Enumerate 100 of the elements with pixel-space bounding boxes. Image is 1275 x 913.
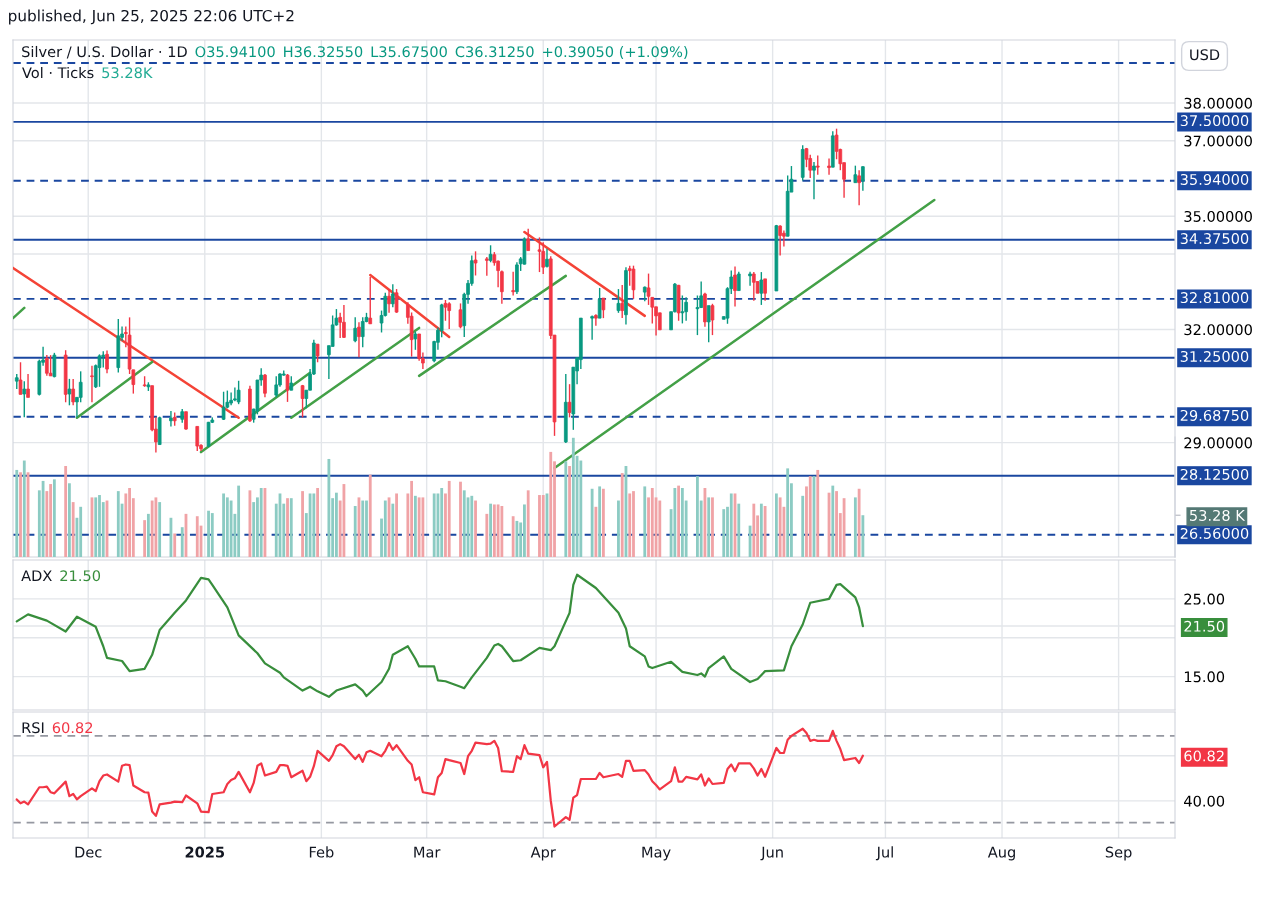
bar: [801, 495, 805, 557]
bar: [474, 500, 477, 557]
bar: [707, 497, 711, 557]
bar: [658, 500, 662, 557]
bar: [158, 502, 162, 557]
y-tick-label: 40.00: [1184, 795, 1225, 807]
candlestick: [443, 299, 448, 322]
bar: [696, 476, 699, 557]
bar: [564, 461, 568, 557]
bar: [729, 493, 733, 557]
candlestick: [736, 271, 741, 292]
candlestick: [52, 352, 57, 379]
bar: [511, 516, 515, 557]
bar: [459, 481, 462, 557]
bar: [617, 500, 620, 557]
candlestick: [45, 354, 49, 377]
bar: [496, 504, 500, 557]
candlestick: [541, 241, 546, 275]
candlestick: [812, 161, 816, 200]
x-tick-label: Feb: [309, 846, 334, 858]
bar: [391, 503, 395, 557]
bar: [628, 493, 632, 557]
candlestick: [360, 316, 365, 348]
bar: [485, 513, 489, 557]
bar: [413, 495, 417, 557]
bar: [98, 495, 101, 557]
annotation: C36.31250: [455, 46, 534, 58]
bar: [68, 483, 71, 557]
bar: [180, 527, 184, 557]
bar: [831, 485, 835, 557]
bar: [786, 468, 790, 557]
candlestick: [473, 250, 478, 277]
candlestick: [71, 378, 75, 406]
candlestick: [706, 304, 711, 343]
bar: [222, 493, 225, 557]
text: RSI: [22, 722, 44, 734]
bar: [301, 491, 304, 557]
annotation: 21.50: [60, 570, 101, 582]
bar: [327, 458, 331, 557]
bar: [15, 469, 19, 557]
candlestick: [413, 331, 418, 351]
bar: [737, 503, 741, 557]
bar: [237, 485, 241, 557]
candlestick: [684, 296, 688, 322]
bar: [150, 500, 154, 557]
bar: [541, 495, 545, 557]
candlestick: [233, 386, 237, 402]
bar: [395, 493, 398, 557]
candlestick: [759, 271, 764, 306]
candlestick: [500, 269, 504, 305]
y-tick-label: 15.00: [1184, 671, 1225, 683]
bar: [447, 480, 451, 557]
bar: [579, 460, 583, 557]
x-tick-label: Dec: [75, 846, 102, 858]
candlestick: [390, 283, 395, 308]
bar: [808, 476, 812, 557]
bar: [432, 493, 436, 557]
candlestick: [229, 391, 233, 406]
y-axis-title: USD: [1190, 49, 1220, 61]
annotation: 60.82: [52, 722, 93, 734]
candlestick: [221, 391, 226, 421]
bar: [79, 506, 83, 557]
candlestick: [368, 276, 373, 325]
bar: [500, 506, 504, 557]
x-tick-label: Aug: [987, 846, 1015, 861]
candlestick: [387, 288, 391, 314]
candlestick: [710, 303, 715, 336]
annotation: +0.39050 (+1.09%): [543, 45, 688, 59]
bar: [515, 520, 519, 557]
bar: [116, 491, 120, 557]
candlestick: [751, 271, 756, 302]
bar: [489, 503, 492, 557]
bar: [590, 488, 594, 557]
candlestick: [184, 411, 188, 431]
bar: [210, 513, 214, 557]
candlestick: [857, 169, 861, 206]
x-tick-label: Apr: [530, 846, 556, 861]
candlestick: [627, 264, 632, 287]
x-tick-label: Mar: [414, 846, 441, 858]
bar: [259, 487, 263, 557]
candlestick: [169, 410, 173, 428]
candlestick: [357, 321, 361, 359]
bar: [353, 506, 357, 557]
candlestick: [695, 294, 700, 336]
annotation: L35.67500: [371, 46, 447, 58]
bar: [816, 469, 820, 557]
bar: [752, 503, 756, 557]
y-tick-label: 21.50: [1184, 620, 1225, 632]
candlestick: [511, 271, 515, 297]
ref-line-label: 31.25000: [1180, 350, 1249, 362]
candlestick: [353, 316, 358, 343]
bar: [523, 504, 526, 557]
bar: [417, 497, 421, 557]
y-tick-label: 29.00000: [1184, 437, 1252, 449]
bar: [146, 513, 150, 557]
bar: [410, 480, 414, 557]
bar: [173, 533, 177, 557]
candlestick: [526, 227, 531, 252]
ref-line-label: 28.12500: [1180, 468, 1249, 480]
bar: [835, 491, 838, 557]
